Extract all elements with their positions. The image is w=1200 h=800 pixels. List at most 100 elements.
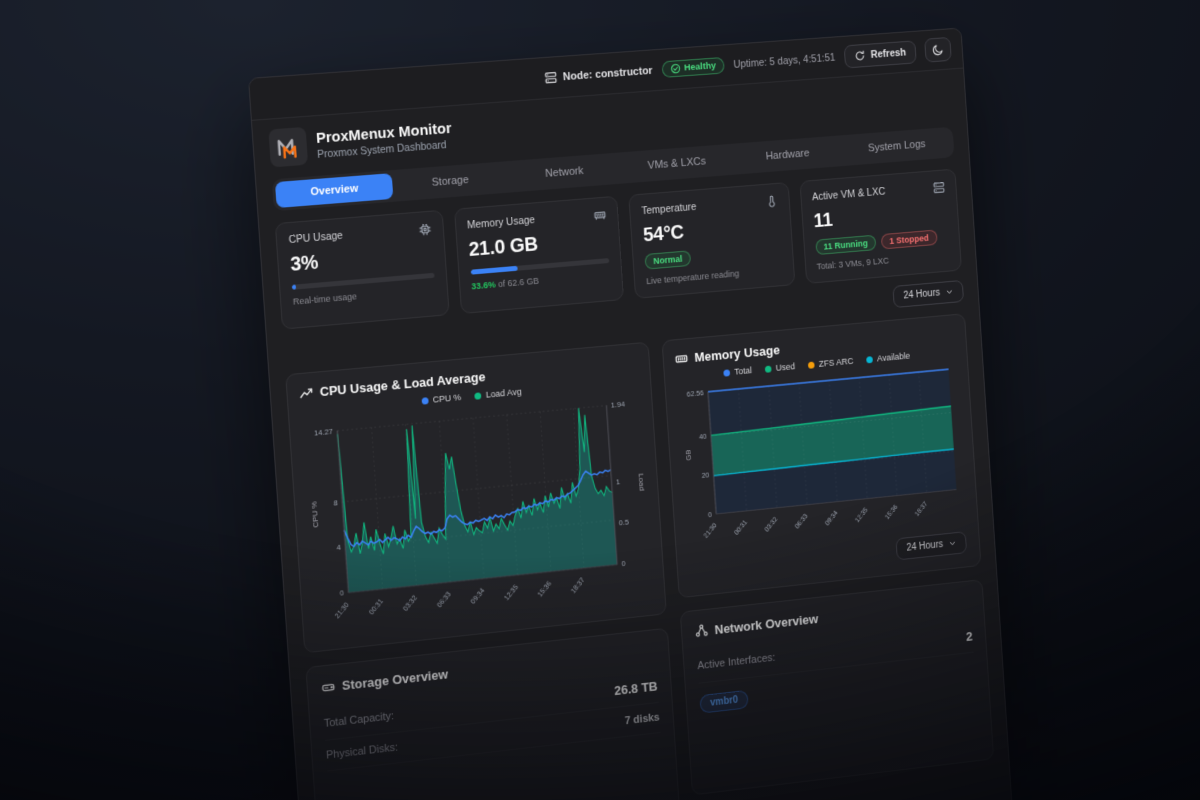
svg-text:4: 4 <box>336 543 341 552</box>
svg-text:06:33: 06:33 <box>436 590 453 609</box>
time-range-select[interactable]: 24 Hours <box>892 279 965 309</box>
memory-icon <box>593 208 606 222</box>
cpu-caption: Real-time usage <box>292 291 358 307</box>
storage-title: Storage Overview <box>341 667 449 694</box>
content-columns: CPU Usage & Load Average CPU % Load Avg … <box>285 313 995 800</box>
dashboard-window: Node: constructor Healthy Uptime: 5 days… <box>248 27 1013 800</box>
trending-up-icon <box>299 385 314 400</box>
memory-card-title: Memory Usage <box>466 214 536 232</box>
memory-usage-card: Memory Usage 21.0 GB 33.6% of 62.6 GB <box>453 195 625 315</box>
network-title: Network Overview <box>714 610 819 637</box>
node-label: Node: constructor <box>562 64 653 83</box>
cpu-load-chart-card: CPU Usage & Load Average CPU % Load Avg … <box>285 341 667 654</box>
temperature-caption: Live temperature reading <box>645 268 740 287</box>
svg-text:15:36: 15:36 <box>536 580 553 599</box>
active-vm-lxc-card: Active VM & LXC 11 11 Running 1 Stopped … <box>799 168 962 285</box>
svg-text:8: 8 <box>333 498 338 507</box>
svg-text:0: 0 <box>708 510 712 519</box>
svg-text:15:36: 15:36 <box>884 504 899 521</box>
temperature-card-title: Temperature <box>641 201 697 218</box>
check-circle-icon <box>670 63 681 74</box>
svg-text:12:35: 12:35 <box>854 507 869 524</box>
temperature-status-badge: Normal <box>644 250 692 270</box>
moon-icon <box>932 43 944 56</box>
proxmenux-logo-icon <box>278 139 298 160</box>
tab-vms-lxcs[interactable]: VMs & LXCs <box>620 147 733 181</box>
memory-chart-card: Memory Usage Total Used ZFS ARC Availabl… <box>661 313 982 598</box>
svg-text:0.5: 0.5 <box>619 518 629 528</box>
legend-dot-total <box>723 368 730 377</box>
chevron-down-icon <box>948 538 957 547</box>
chevron-down-icon <box>945 287 954 296</box>
interface-badge-vmbr0[interactable]: vmbr0 <box>699 689 749 714</box>
cpu-value: 3% <box>289 251 319 276</box>
vm-stopped-badge: 1 Stopped <box>880 229 938 250</box>
svg-text:62.56: 62.56 <box>686 388 704 398</box>
cpu-icon <box>418 223 431 237</box>
svg-text:21:30: 21:30 <box>703 522 719 539</box>
svg-text:GB: GB <box>684 449 693 461</box>
thermometer-icon <box>765 195 778 208</box>
legend-dot-available <box>865 355 873 363</box>
svg-text:CPU %: CPU % <box>310 501 321 528</box>
svg-text:09:34: 09:34 <box>469 587 486 606</box>
svg-text:0: 0 <box>339 589 344 598</box>
svg-text:1.94: 1.94 <box>611 400 625 410</box>
tab-storage[interactable]: Storage <box>392 164 509 199</box>
tab-network[interactable]: Network <box>507 155 622 189</box>
svg-text:20: 20 <box>701 471 709 480</box>
active-interfaces-value: 2 <box>965 628 973 644</box>
cpu-load-chart: 0 4 8 14.27 0 0.5 1 1.94 21:30 00:31 03:32 06:33 09:… <box>310 400 647 620</box>
memory-caption: 33.6% of 62.6 GB <box>471 275 540 292</box>
svg-text:09:34: 09:34 <box>824 510 839 527</box>
server-icon <box>545 71 558 85</box>
svg-text:12:35: 12:35 <box>503 583 520 602</box>
svg-text:1: 1 <box>616 477 621 486</box>
vm-card-title: Active VM & LXC <box>811 185 886 204</box>
svg-text:03:32: 03:32 <box>764 516 779 533</box>
memory-value: 21.0 GB <box>468 233 539 261</box>
physical-disks-value: 7 disks <box>624 712 661 728</box>
memory-icon <box>675 351 689 366</box>
vm-caption: Total: 3 VMs, 9 LXC <box>816 255 890 272</box>
refresh-button[interactable]: Refresh <box>843 39 917 69</box>
server-stack-icon <box>933 181 945 194</box>
memory-chart-title: Memory Usage <box>694 342 781 365</box>
app-logo <box>268 126 309 168</box>
vm-running-badge: 11 Running <box>814 234 877 256</box>
cpu-usage-card: CPU Usage 3% Real-time usage <box>274 209 450 330</box>
tilted-stage: Node: constructor Healthy Uptime: 5 days… <box>248 27 1013 800</box>
network-icon <box>695 623 709 638</box>
memory-chart: 0 20 40 62.56 21:30 00:31 03:32 06:33 09:34 12:35… <box>684 358 968 540</box>
theme-toggle-button[interactable] <box>924 36 952 63</box>
svg-text:03:32: 03:32 <box>402 594 419 613</box>
tab-hardware[interactable]: Hardware <box>732 138 844 172</box>
svg-text:18:37: 18:37 <box>914 501 929 518</box>
node-info: Node: constructor <box>545 64 653 84</box>
temperature-card: Temperature 54°C Normal Live temperature… <box>628 182 795 299</box>
svg-text:0: 0 <box>621 559 626 568</box>
tab-overview[interactable]: Overview <box>274 173 394 209</box>
svg-text:21:30: 21:30 <box>333 601 350 620</box>
total-capacity-value: 26.8 TB <box>613 679 659 699</box>
svg-text:14.27: 14.27 <box>314 427 333 438</box>
hard-drive-icon <box>321 680 336 695</box>
storage-overview-card: Storage Overview Total Capacity: 26.8 TB… <box>305 628 681 800</box>
legend-dot-zfs-arc <box>807 361 815 369</box>
health-badge: Healthy <box>661 56 725 78</box>
legend-dot-used <box>764 365 772 373</box>
svg-text:18:37: 18:37 <box>570 576 587 595</box>
cpu-card-title: CPU Usage <box>288 229 344 247</box>
memory-time-range-select[interactable]: 24 Hours <box>895 530 968 560</box>
network-overview-card: Network Overview Active Interfaces: 2 vm… <box>679 578 995 796</box>
uptime-label: Uptime: 5 days, 4:51:51 <box>733 51 836 71</box>
legend-dot-load <box>474 391 482 400</box>
tab-system-logs[interactable]: System Logs <box>842 130 952 163</box>
svg-text:Load: Load <box>637 473 647 491</box>
svg-text:00:31: 00:31 <box>368 598 385 617</box>
legend-dot-cpu <box>421 396 429 405</box>
svg-text:06:33: 06:33 <box>794 513 809 530</box>
svg-text:00:31: 00:31 <box>733 519 748 536</box>
refresh-icon <box>854 49 866 61</box>
